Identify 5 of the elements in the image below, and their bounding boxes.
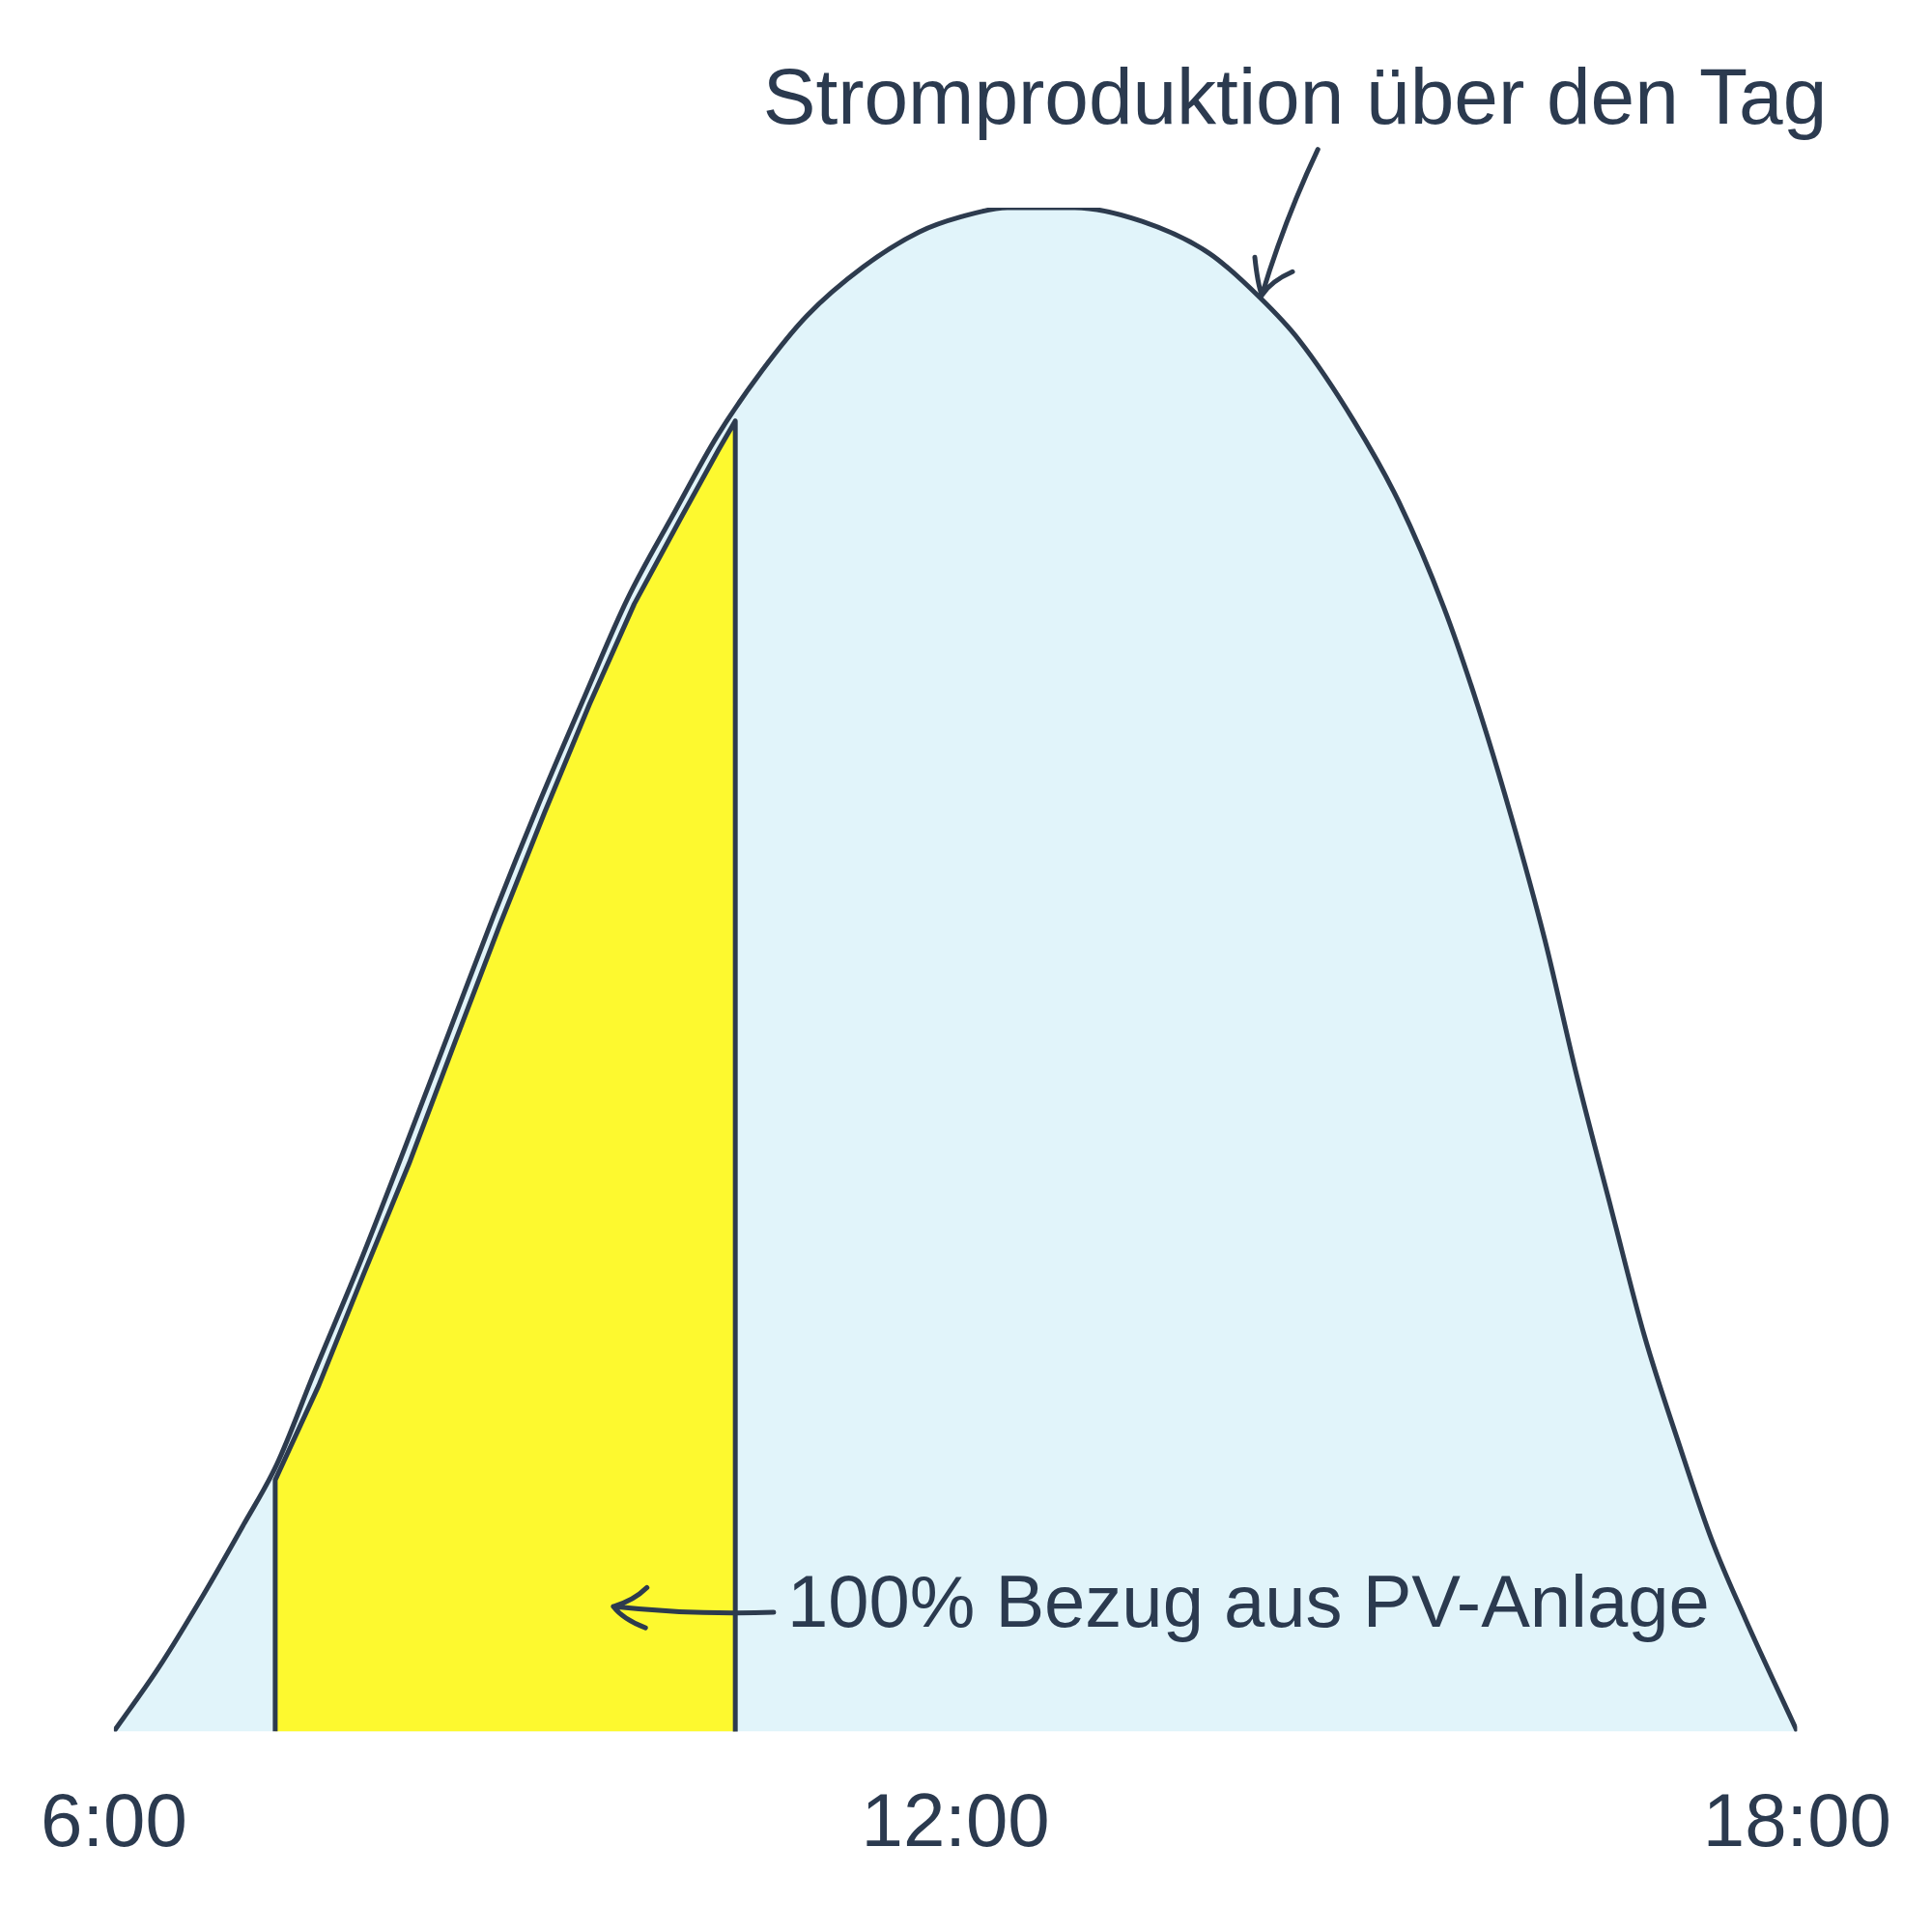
annotation: 100% Bezug aus PV-Anlage	[786, 1560, 1710, 1643]
x-tick-label: 18:00	[1702, 1776, 1892, 1862]
x-tick-label: 6:00	[41, 1776, 187, 1862]
x-tick-label: 12:00	[861, 1776, 1050, 1862]
annotation: Stromproduktion über den Tag	[762, 51, 1828, 140]
